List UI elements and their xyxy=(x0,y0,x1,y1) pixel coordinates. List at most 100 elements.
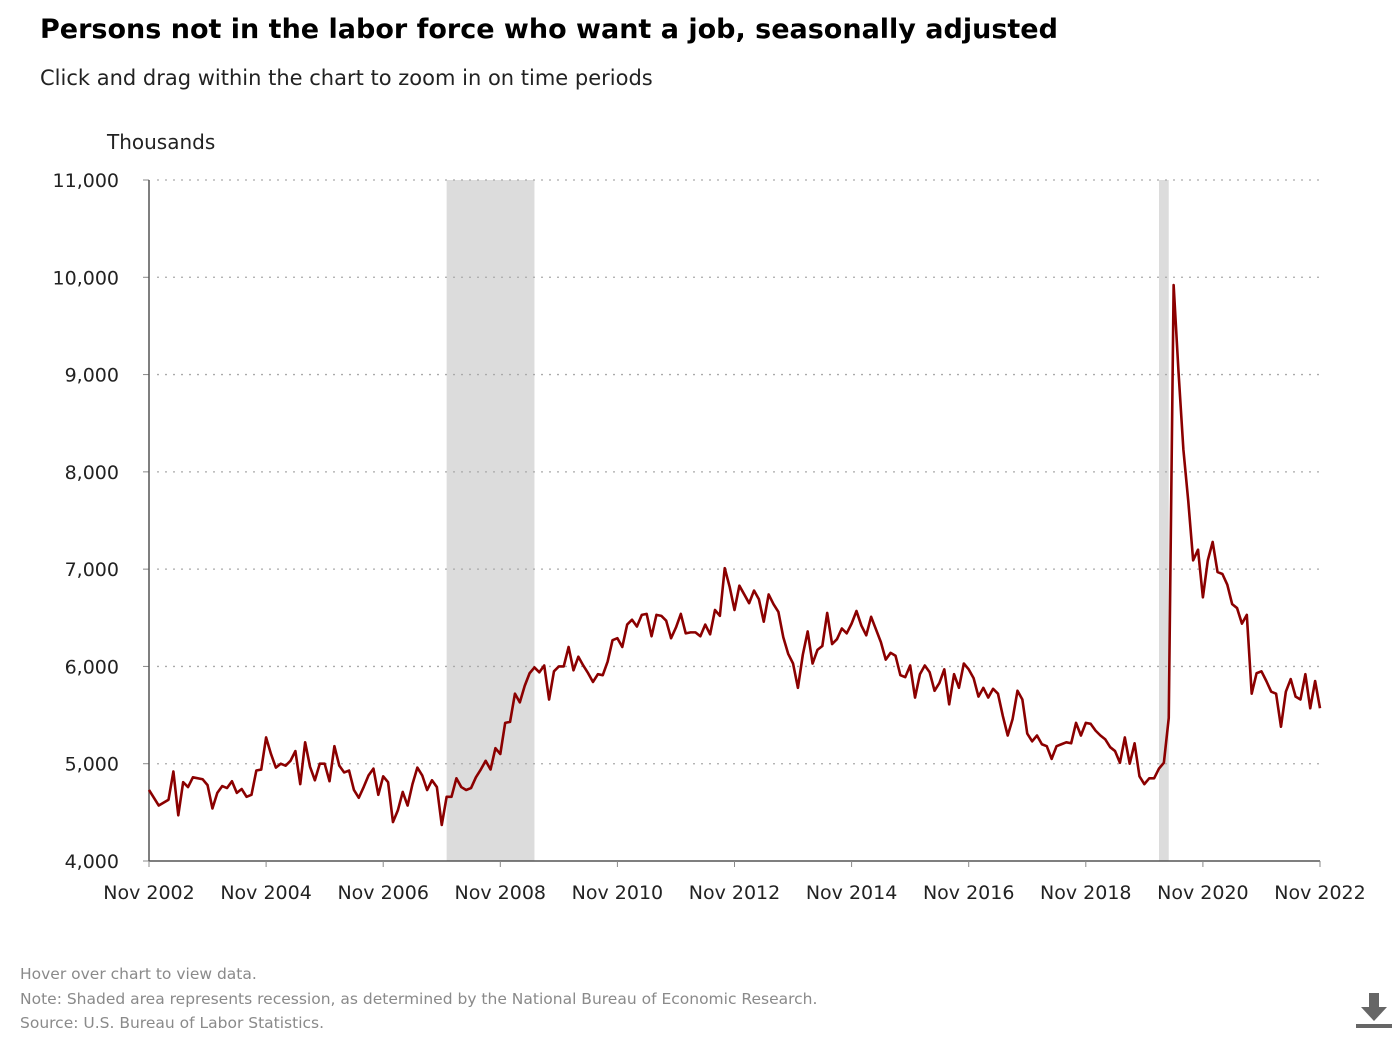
data-point xyxy=(971,676,976,681)
data-point xyxy=(1176,369,1181,374)
data-point xyxy=(1166,715,1171,720)
data-point xyxy=(1147,776,1152,781)
data-point xyxy=(703,622,708,627)
x-tick-label: Nov 2012 xyxy=(689,882,780,904)
y-tick-label: 10,000 xyxy=(53,267,119,289)
data-point xyxy=(190,775,195,780)
recession-note: Note: Shaded area represents recession, … xyxy=(20,989,818,1008)
data-point xyxy=(737,583,742,588)
x-tick-label: Nov 2006 xyxy=(337,882,428,904)
data-point xyxy=(630,617,635,622)
download-button[interactable] xyxy=(1352,990,1396,1034)
data-point xyxy=(820,643,825,648)
data-point xyxy=(303,740,308,745)
data-point xyxy=(273,765,278,770)
data-point xyxy=(893,653,898,658)
axes: 4,000 5,000 6,000 7,000 8,000 9,000 10,000 11,0… xyxy=(53,170,1366,904)
data-point xyxy=(673,625,678,630)
data-point xyxy=(615,636,620,641)
data-point xyxy=(1288,677,1293,682)
data-point xyxy=(1035,733,1040,738)
data-point xyxy=(756,597,761,602)
data-point xyxy=(1103,737,1108,742)
data-point xyxy=(1122,735,1127,740)
data-point xyxy=(1171,283,1176,288)
x-tick-label: Nov 2014 xyxy=(806,882,897,904)
data-point xyxy=(903,675,908,680)
data-point xyxy=(390,820,395,825)
data-point xyxy=(625,622,630,627)
data-point xyxy=(1074,720,1079,725)
data-point xyxy=(595,672,600,677)
data-point xyxy=(1059,742,1064,747)
y-tick-label: 8,000 xyxy=(65,462,119,484)
data-point xyxy=(200,777,205,782)
data-point xyxy=(1254,671,1259,676)
data-point xyxy=(878,640,883,645)
data-point xyxy=(405,803,410,808)
data-point xyxy=(556,664,561,669)
recession-band xyxy=(1158,180,1169,861)
line-chart[interactable]: 4,000 5,000 6,000 7,000 8,000 9,000 10,000 11,0… xyxy=(0,0,1400,930)
data-point xyxy=(937,680,942,685)
recession-bands xyxy=(446,180,1169,861)
data-point xyxy=(698,634,703,639)
data-point xyxy=(917,672,922,677)
data-point xyxy=(854,608,859,613)
data-point xyxy=(332,744,337,749)
data-point xyxy=(966,667,971,672)
data-point xyxy=(517,700,522,705)
data-point xyxy=(381,774,386,779)
hover-note: Hover over chart to view data. xyxy=(20,965,257,983)
data-point xyxy=(1039,742,1044,747)
data-point xyxy=(312,778,317,783)
data-point xyxy=(473,775,478,780)
data-point xyxy=(488,767,493,772)
data-point xyxy=(1030,739,1035,744)
data-point xyxy=(566,644,571,649)
y-tick-label: 11,000 xyxy=(53,170,119,192)
data-point xyxy=(781,635,786,640)
data-point xyxy=(986,695,991,700)
data-point xyxy=(1215,570,1220,575)
data-point xyxy=(1108,745,1113,750)
download-icon xyxy=(1356,993,1392,1028)
data-point xyxy=(205,783,210,788)
data-point xyxy=(786,651,791,656)
data-point xyxy=(571,668,576,673)
data-point xyxy=(268,751,273,756)
data-point xyxy=(693,630,698,635)
data-point xyxy=(1303,672,1308,677)
data-point xyxy=(800,652,805,657)
data-point xyxy=(512,691,517,696)
data-point xyxy=(815,647,820,652)
data-point xyxy=(1078,733,1083,738)
data-point xyxy=(395,808,400,813)
data-point xyxy=(981,685,986,690)
data-point xyxy=(683,631,688,636)
data-point xyxy=(581,663,586,668)
data-point xyxy=(317,761,322,766)
data-point xyxy=(766,592,771,597)
data-point xyxy=(605,659,610,664)
data-point xyxy=(1005,733,1010,738)
data-point xyxy=(1161,760,1166,765)
data-point xyxy=(849,621,854,626)
data-point xyxy=(742,592,747,597)
data-point xyxy=(234,790,239,795)
data-point xyxy=(1025,731,1030,736)
data-point xyxy=(1196,547,1201,552)
data-point xyxy=(1269,689,1274,694)
data-point xyxy=(1308,706,1313,711)
data-point xyxy=(634,624,639,629)
x-tick-label: Nov 2010 xyxy=(572,882,663,904)
data-point xyxy=(264,735,269,740)
data-point xyxy=(805,629,810,634)
data-point xyxy=(498,751,503,756)
data-point xyxy=(1225,582,1230,587)
x-tick-label: Nov 2002 xyxy=(103,882,194,904)
data-point xyxy=(1015,688,1020,693)
data-point xyxy=(771,602,776,607)
data-point xyxy=(439,823,444,828)
data-point xyxy=(429,778,434,783)
